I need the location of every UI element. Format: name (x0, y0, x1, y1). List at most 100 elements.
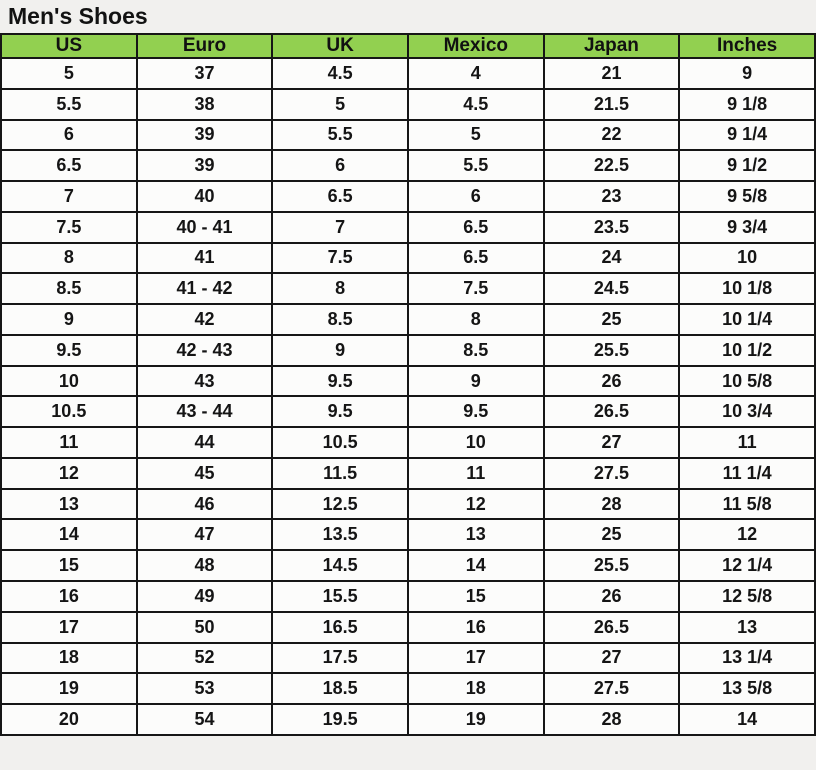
table-cell-japan: 26 (542, 580, 681, 613)
table-cell-uk: 6.5 (271, 180, 409, 213)
table-cell-japan: 27 (542, 426, 681, 459)
table-cell-uk: 9.5 (271, 364, 409, 398)
table-cell-uk: 5.5 (271, 118, 409, 152)
table-cell-uk: 7.5 (271, 241, 409, 275)
table-cell-mexico: 13 (406, 518, 545, 552)
table-cell-mexico: 9.5 (406, 395, 545, 429)
table-cell-us: 9.5 (0, 333, 138, 367)
table-cell-euro: 40 (135, 180, 274, 213)
table-cell-inches: 12 (678, 518, 816, 552)
table-cell-inches: 13 5/8 (678, 672, 816, 706)
table-cell-mexico: 10 (406, 426, 545, 459)
table-cell-mexico: 4 (406, 57, 545, 90)
column-header-inches: Inches (678, 33, 816, 59)
table-cell-us: 15 (0, 549, 138, 583)
table-cell-inches: 9 1/4 (678, 118, 816, 152)
table-cell-euro: 50 (135, 610, 274, 644)
table-row: 8 41 7.5 6.5 24 10 (0, 241, 816, 275)
table-cell-us: 16 (0, 580, 138, 613)
table-cell-uk: 13.5 (271, 518, 409, 552)
table-cell-us: 18 (0, 641, 138, 675)
table-cell-uk: 10.5 (271, 426, 409, 459)
table-cell-uk: 5 (271, 87, 409, 121)
table-row: 18 52 17.5 17 27 13 1/4 (0, 641, 816, 675)
table-cell-japan: 28 (542, 487, 681, 521)
table-row: 6.5 39 6 5.5 22.5 9 1/2 (0, 149, 816, 183)
table-cell-uk: 19.5 (271, 703, 409, 736)
table-cell-inches: 9 (678, 57, 816, 90)
table-row: 10.5 43 - 44 9.5 9.5 26.5 10 3/4 (0, 395, 816, 429)
table-cell-euro: 42 - 43 (135, 333, 274, 367)
table-cell-mexico: 14 (406, 549, 545, 583)
table-cell-japan: 22.5 (542, 149, 681, 183)
table-cell-inches: 11 1/4 (678, 456, 816, 490)
table-cell-mexico: 6 (406, 180, 545, 213)
table-cell-mexico: 18 (406, 672, 545, 706)
table-cell-us: 8.5 (0, 272, 138, 306)
table-cell-inches: 10 (678, 241, 816, 275)
table-cell-inches: 10 1/8 (678, 272, 816, 306)
table-cell-euro: 54 (135, 703, 274, 736)
table-row: 16 49 15.5 15 26 12 5/8 (0, 580, 816, 613)
page-title: Men's Shoes (8, 3, 148, 29)
table-cell-euro: 43 - 44 (135, 395, 274, 429)
table-cell-uk: 4.5 (271, 57, 409, 90)
table-cell-inches: 11 (678, 426, 816, 459)
table-cell-us: 19 (0, 672, 138, 706)
table-cell-euro: 46 (135, 487, 274, 521)
table-cell-uk: 15.5 (271, 580, 409, 613)
table-cell-japan: 25 (542, 518, 681, 552)
table-cell-us: 8 (0, 241, 138, 275)
table-cell-mexico: 6.5 (406, 241, 545, 275)
table-cell-mexico: 15 (406, 580, 545, 613)
table-cell-euro: 53 (135, 672, 274, 706)
table-cell-us: 6.5 (0, 149, 138, 183)
table-cell-uk: 6 (271, 149, 409, 183)
table-cell-japan: 24 (542, 241, 681, 275)
table-cell-mexico: 16 (406, 610, 545, 644)
table-cell-mexico: 9 (406, 364, 545, 398)
table-cell-euro: 52 (135, 641, 274, 675)
table-head: US Euro UK Mexico Japan Inches (0, 33, 816, 59)
table-body: 5 37 4.5 4 21 9 5.5 38 5 4.5 21.5 9 1/8 6 39 5.5 5 22 9 1… (0, 57, 816, 736)
table-cell-japan: 21.5 (542, 87, 681, 121)
table-cell-uk: 16.5 (271, 610, 409, 644)
table-cell-japan: 26.5 (542, 610, 681, 644)
table-cell-inches: 10 5/8 (678, 364, 816, 398)
table-cell-inches: 10 1/2 (678, 333, 816, 367)
table-cell-uk: 11.5 (271, 456, 409, 490)
table-cell-euro: 42 (135, 303, 274, 336)
table-cell-japan: 24.5 (542, 272, 681, 306)
table-cell-inches: 9 1/8 (678, 87, 816, 121)
table-cell-mexico: 8 (406, 303, 545, 336)
table-cell-euro: 39 (135, 118, 274, 152)
table-cell-us: 6 (0, 118, 138, 152)
table-cell-uk: 18.5 (271, 672, 409, 706)
table-cell-mexico: 7.5 (406, 272, 545, 306)
table-cell-uk: 9 (271, 333, 409, 367)
table-cell-euro: 49 (135, 580, 274, 613)
table-cell-us: 12 (0, 456, 138, 490)
table-cell-euro: 37 (135, 57, 274, 90)
table-row: 17 50 16.5 16 26.5 13 (0, 610, 816, 644)
table-cell-uk: 8 (271, 272, 409, 306)
table-cell-us: 11 (0, 426, 138, 459)
table-row: 7.5 40 - 41 7 6.5 23.5 9 3/4 (0, 210, 816, 244)
table-cell-mexico: 19 (406, 703, 545, 736)
table-cell-inches: 14 (678, 703, 816, 736)
table-cell-us: 20 (0, 703, 138, 736)
table-cell-us: 14 (0, 518, 138, 552)
table-cell-euro: 41 - 42 (135, 272, 274, 306)
table-cell-mexico: 6.5 (406, 210, 545, 244)
table-row: 15 48 14.5 14 25.5 12 1/4 (0, 549, 816, 583)
table-cell-euro: 44 (135, 426, 274, 459)
table-cell-euro: 47 (135, 518, 274, 552)
table-cell-japan: 27 (542, 641, 681, 675)
table-cell-us: 7 (0, 180, 138, 213)
table-cell-japan: 22 (542, 118, 681, 152)
table-cell-us: 17 (0, 610, 138, 644)
table-cell-us: 13 (0, 487, 138, 521)
table-cell-mexico: 8.5 (406, 333, 545, 367)
table-cell-euro: 41 (135, 241, 274, 275)
size-conversion-table: US Euro UK Mexico Japan Inches 5 37 4.5 4 21 9 5.5 3… (0, 33, 816, 736)
